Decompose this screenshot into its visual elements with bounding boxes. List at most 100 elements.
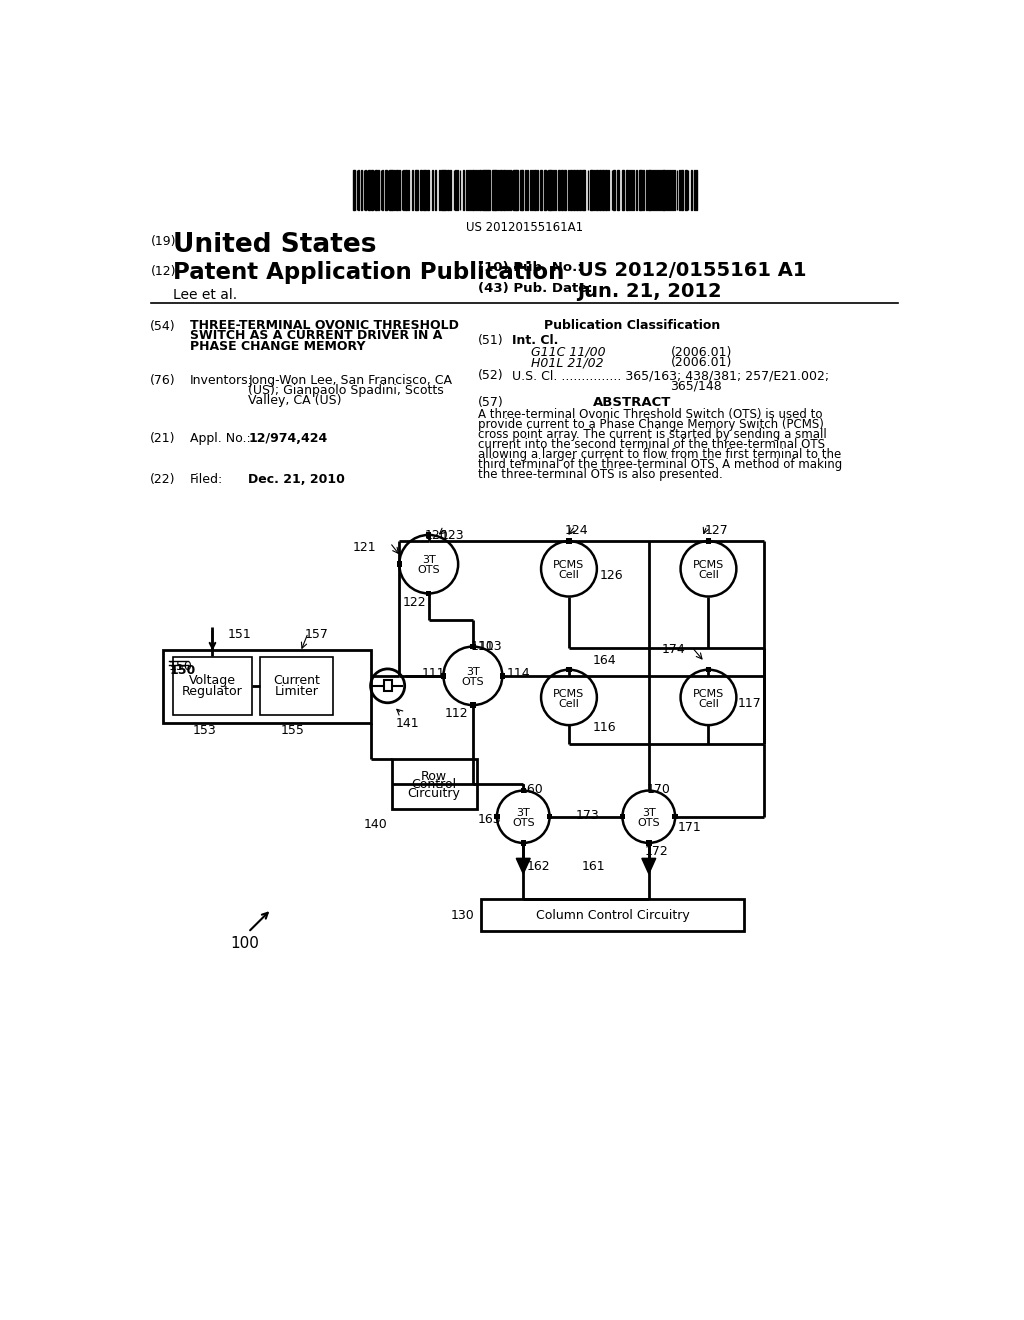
Bar [369, 170, 370, 210]
Text: 163: 163 [477, 813, 501, 826]
Bar [488, 170, 489, 210]
Text: (21): (21) [150, 432, 175, 445]
Text: PHASE CHANGE MEMORY: PHASE CHANGE MEMORY [190, 341, 366, 354]
Bar [662, 170, 664, 210]
Bar [602, 170, 604, 210]
Bar [500, 673, 505, 678]
Text: OTS: OTS [638, 818, 660, 828]
Text: SWITCH AS A CURRENT DRIVER IN A: SWITCH AS A CURRENT DRIVER IN A [190, 330, 442, 342]
Bar [636, 170, 637, 210]
Bar [371, 170, 373, 210]
Bar [432, 170, 433, 210]
Text: 161: 161 [583, 859, 606, 873]
Text: Lee et al.: Lee et al. [173, 288, 238, 302]
Bar [592, 170, 593, 210]
Text: 150: 150 [169, 660, 193, 673]
Bar [531, 170, 534, 210]
Bar [544, 170, 546, 210]
Bar [569, 170, 572, 210]
Text: 365/148: 365/148 [671, 379, 722, 392]
Text: 110: 110 [471, 640, 495, 653]
Text: United States: United States [173, 231, 377, 257]
Text: current into the second terminal of the three-terminal OTS: current into the second terminal of the … [478, 438, 825, 451]
Text: H01L 21/02: H01L 21/02 [531, 356, 603, 370]
Bar [420, 170, 422, 210]
Bar [652, 170, 653, 210]
Bar [520, 170, 521, 210]
Text: 116: 116 [593, 721, 616, 734]
Text: 130: 130 [451, 908, 474, 921]
Bar [583, 170, 584, 210]
Text: 3T: 3T [516, 808, 530, 818]
Bar [496, 170, 497, 210]
Text: 123: 123 [440, 529, 464, 541]
Text: (12): (12) [152, 264, 177, 277]
Bar [685, 170, 687, 210]
Text: 122: 122 [403, 595, 427, 609]
Text: 170: 170 [646, 783, 671, 796]
Text: Publication Classification: Publication Classification [544, 318, 720, 331]
Text: (54): (54) [150, 321, 175, 333]
Text: US 20120155161A1: US 20120155161A1 [466, 220, 584, 234]
Bar [629, 170, 630, 210]
Text: third terminal of the three-terminal OTS. A method of making: third terminal of the three-terminal OTS… [478, 458, 843, 471]
Text: 164: 164 [593, 655, 616, 668]
Bar [385, 170, 387, 210]
Bar [260, 657, 334, 715]
Bar [548, 170, 550, 210]
Bar [674, 170, 675, 210]
Bar [520, 841, 526, 846]
Text: Inventors:: Inventors: [190, 374, 253, 387]
Bar [396, 170, 397, 210]
Bar [604, 170, 607, 210]
Bar [423, 170, 426, 210]
Bar [681, 170, 683, 210]
Bar [575, 170, 579, 210]
Polygon shape [516, 858, 530, 874]
Text: (US); Gianpaolo Spadini, Scotts: (US); Gianpaolo Spadini, Scotts [248, 384, 443, 397]
Text: A three-terminal Ovonic Threshold Switch (OTS) is used to: A three-terminal Ovonic Threshold Switch… [478, 408, 823, 421]
Bar [426, 591, 431, 597]
Text: 120: 120 [425, 529, 449, 541]
Text: PCMS: PCMS [553, 560, 585, 570]
Text: 172: 172 [645, 845, 669, 858]
Bar [450, 170, 452, 210]
Text: Cell: Cell [698, 570, 719, 579]
Text: 150: 150 [169, 664, 196, 677]
Bar [435, 170, 436, 210]
Bar [391, 759, 477, 809]
Bar [503, 170, 505, 210]
Text: 113: 113 [479, 640, 503, 653]
Bar [646, 841, 651, 846]
Text: Voltage: Voltage [189, 675, 236, 688]
Bar [627, 170, 628, 210]
Bar [643, 170, 644, 210]
Bar [173, 657, 252, 715]
Bar [540, 170, 542, 210]
Bar [426, 532, 431, 537]
Text: THREE-TERMINAL OVONIC THRESHOLD: THREE-TERMINAL OVONIC THRESHOLD [190, 318, 459, 331]
Bar [408, 170, 410, 210]
Text: 100: 100 [229, 936, 259, 952]
Text: Jun. 21, 2012: Jun. 21, 2012 [578, 281, 722, 301]
Bar [553, 170, 554, 210]
Bar [438, 170, 440, 210]
Bar [520, 788, 526, 793]
Text: (43) Pub. Date:: (43) Pub. Date: [478, 281, 593, 294]
Text: ABSTRACT: ABSTRACT [593, 396, 671, 409]
Bar [412, 170, 414, 210]
Bar [594, 170, 595, 210]
Bar [513, 170, 515, 210]
Text: (76): (76) [150, 374, 175, 387]
Bar [375, 170, 377, 210]
Text: 12/974,424: 12/974,424 [248, 432, 328, 445]
Text: PCMS: PCMS [693, 689, 724, 698]
Bar [495, 814, 500, 820]
Bar [378, 170, 379, 210]
Bar [572, 170, 575, 210]
Bar [648, 170, 649, 210]
Text: 140: 140 [364, 818, 388, 832]
Text: U.S. Cl. ............... 365/163; 438/381; 257/E21.002;: U.S. Cl. ............... 365/163; 438/38… [512, 370, 828, 383]
Text: Cell: Cell [698, 698, 719, 709]
Text: Int. Cl.: Int. Cl. [512, 334, 558, 347]
